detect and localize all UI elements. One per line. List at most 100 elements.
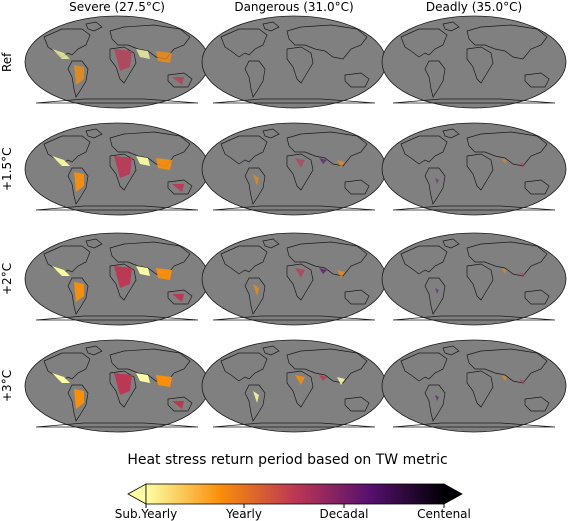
coastline-3 xyxy=(286,241,368,277)
heat-patch-1 xyxy=(519,379,525,385)
heat-patch-4 xyxy=(156,51,172,63)
coastline-0 xyxy=(220,28,268,58)
coastline-6 xyxy=(392,98,556,104)
coastline-6 xyxy=(212,422,376,428)
row-label-3: +3°C xyxy=(0,369,14,403)
coastline-0 xyxy=(220,352,268,382)
coastline-0 xyxy=(400,135,448,165)
coastline-5 xyxy=(344,396,370,412)
heat-patch-3 xyxy=(337,270,345,278)
coastline-2 xyxy=(424,60,446,98)
coastline-4 xyxy=(286,370,314,408)
coastline-2 xyxy=(424,384,446,422)
heat-patch-0 xyxy=(501,375,507,381)
globe-outline xyxy=(381,15,567,109)
map-panel-r3-c1 xyxy=(201,339,387,433)
heat-patch-2 xyxy=(114,49,132,71)
coastline-2 xyxy=(67,60,89,98)
heat-patch-0 xyxy=(501,268,507,274)
coastline-3 xyxy=(466,131,548,167)
heat-patch-1 xyxy=(74,172,84,192)
coastline-0 xyxy=(220,135,268,165)
map-panel-r2-c0 xyxy=(24,232,210,326)
colorbar-tick-label-1: Yearly xyxy=(226,507,262,521)
heat-patch-2 xyxy=(114,373,132,395)
coastline-2 xyxy=(244,384,266,422)
coastline-4 xyxy=(109,153,137,191)
heat-patch-1 xyxy=(295,158,305,168)
row-label-2: +2°C xyxy=(0,262,14,296)
coastline-0 xyxy=(400,245,448,275)
heat-patch-5 xyxy=(172,294,184,302)
map-panel-r2-c1 xyxy=(201,232,387,326)
heat-patch-1 xyxy=(295,375,305,385)
heat-patch-1 xyxy=(74,282,84,302)
heat-patch-1 xyxy=(519,162,525,168)
coastline-5 xyxy=(524,179,550,195)
coastline-1 xyxy=(262,128,280,139)
coastline-5 xyxy=(344,179,370,195)
map-panel-r3-c0 xyxy=(24,339,210,433)
coastline-6 xyxy=(212,98,376,104)
coastline-4 xyxy=(109,370,137,408)
coastline-6 xyxy=(35,422,199,428)
heat-patch-2 xyxy=(435,288,439,294)
map-panel-r0-c1 xyxy=(201,15,387,109)
coastline-4 xyxy=(286,153,314,191)
heat-patch-3 xyxy=(136,156,150,166)
heat-patch-3 xyxy=(337,160,345,168)
heat-patch-2 xyxy=(319,375,327,381)
coastline-0 xyxy=(43,352,91,382)
heat-patch-0 xyxy=(253,174,259,186)
globe-outline xyxy=(381,122,567,216)
coastline-3 xyxy=(286,348,368,384)
heat-patch-2 xyxy=(319,268,327,274)
coastline-4 xyxy=(109,263,137,301)
map-panel-r1-c2 xyxy=(381,122,567,216)
coastline-4 xyxy=(466,153,494,191)
coastline-1 xyxy=(442,345,460,356)
colorbar-tick-label-2: Decadal xyxy=(319,507,369,521)
coastline-6 xyxy=(35,205,199,211)
colorbar-bar xyxy=(145,483,445,505)
coastline-0 xyxy=(43,135,91,165)
heat-patch-1 xyxy=(74,65,84,85)
coastline-0 xyxy=(43,245,91,275)
coastline-0 xyxy=(220,245,268,275)
coastline-0 xyxy=(400,352,448,382)
coastline-1 xyxy=(85,128,103,139)
heat-patch-3 xyxy=(136,373,150,383)
coastline-6 xyxy=(35,315,199,321)
map-panel-r2-c2 xyxy=(381,232,567,326)
heat-patch-1 xyxy=(74,389,84,409)
heat-patch-0 xyxy=(52,49,70,59)
heat-patch-0 xyxy=(253,284,259,296)
colorbar-tick-label-0: Sub.Yearly xyxy=(114,507,178,521)
colorbar-low-extension xyxy=(127,483,147,505)
coastline-5 xyxy=(524,396,550,412)
coastline-6 xyxy=(212,315,376,321)
coastline-5 xyxy=(167,396,193,412)
heat-patch-3 xyxy=(337,377,345,385)
col-title-0: Severe (27.5°C) xyxy=(69,0,165,14)
coastline-2 xyxy=(67,384,89,422)
map-panel-r0-c0 xyxy=(24,15,210,109)
coastline-1 xyxy=(442,128,460,139)
coastline-2 xyxy=(244,277,266,315)
coastline-4 xyxy=(286,46,314,84)
coastline-5 xyxy=(344,72,370,88)
coastline-2 xyxy=(67,277,89,315)
coastline-1 xyxy=(262,21,280,32)
coastline-2 xyxy=(424,277,446,315)
col-title-1: Dangerous (31.0°C) xyxy=(234,0,354,14)
coastline-0 xyxy=(400,28,448,58)
heat-patch-2 xyxy=(114,156,132,178)
map-panel-r3-c2 xyxy=(381,339,567,433)
heat-patch-1 xyxy=(295,268,305,278)
coastline-2 xyxy=(424,167,446,205)
heat-patch-5 xyxy=(172,184,184,192)
heat-patch-3 xyxy=(136,266,150,276)
heat-patch-0 xyxy=(501,158,507,164)
coastline-3 xyxy=(286,131,368,167)
coastline-4 xyxy=(466,46,494,84)
